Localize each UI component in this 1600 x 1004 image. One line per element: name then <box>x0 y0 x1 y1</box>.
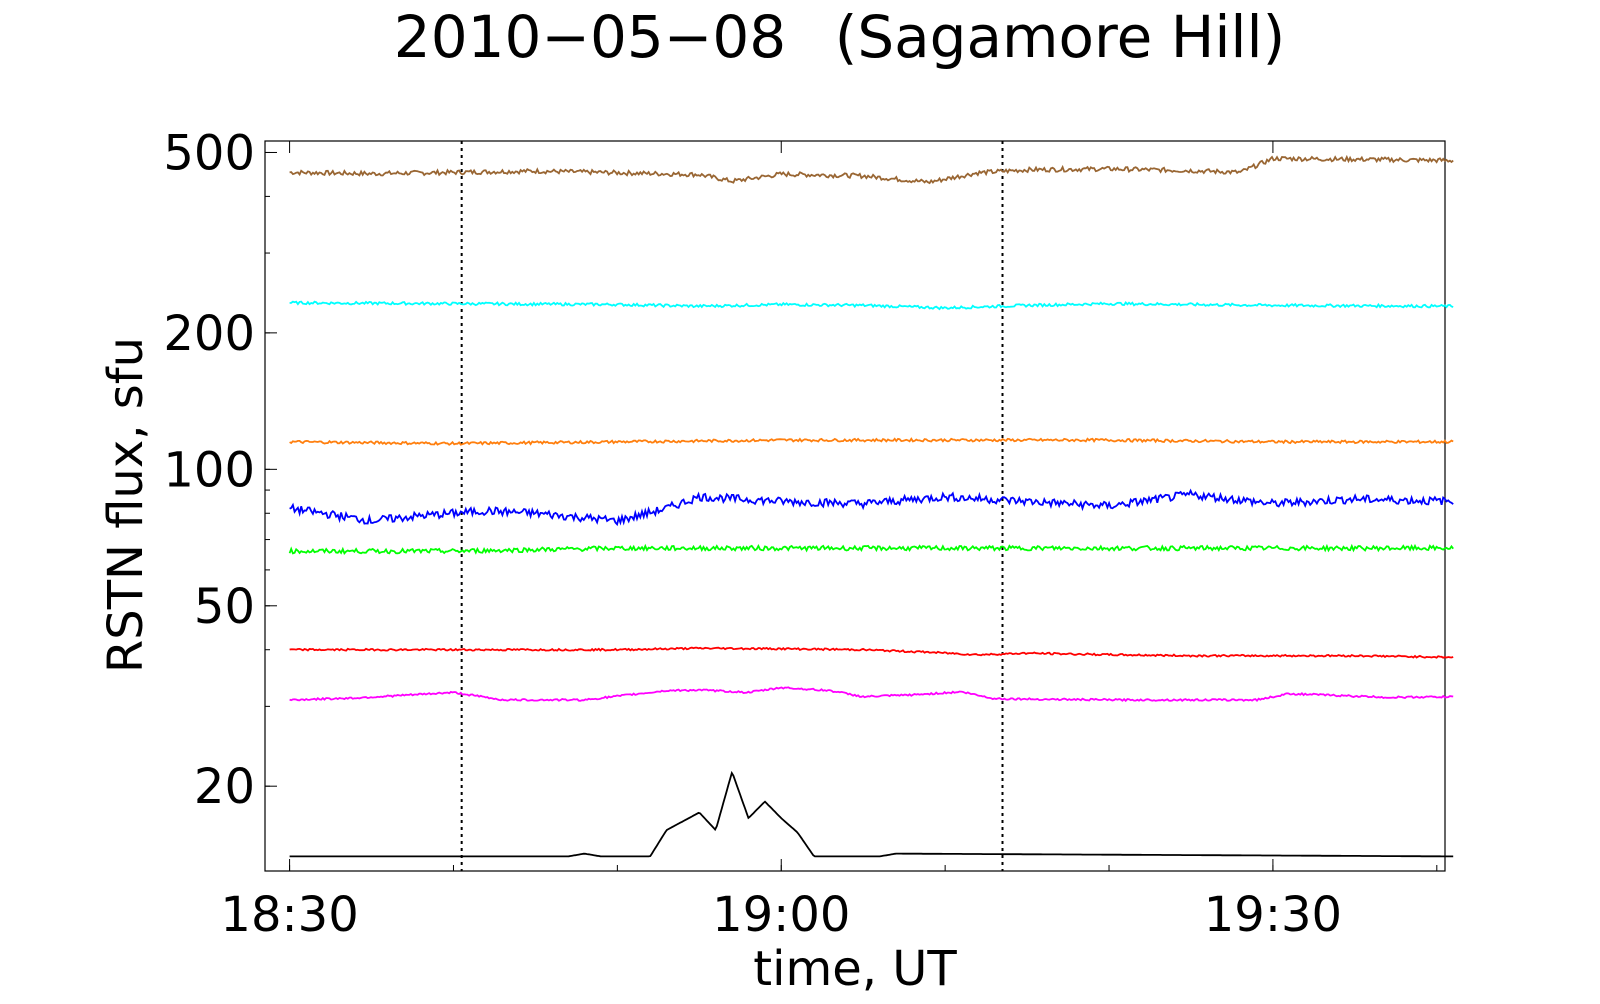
series-line-3 <box>289 488 1454 527</box>
vertical-markers <box>460 141 1004 871</box>
y-tick-label: 20 <box>194 759 255 815</box>
chart-title: 2010−05−08 <box>394 3 786 71</box>
x-axis-label: time, UT <box>753 941 957 997</box>
y-tick-label: 500 <box>163 125 255 181</box>
series-lines <box>288 154 1454 858</box>
y-tick-label: 200 <box>163 306 255 362</box>
chart-subtitle: (Sagamore Hill) <box>835 3 1286 71</box>
x-tick-label: 18:30 <box>220 887 358 943</box>
y-tick-label: 100 <box>163 442 255 498</box>
x-tick-label: 19:30 <box>1204 887 1342 943</box>
series-line-1 <box>289 300 1454 311</box>
series-line-4 <box>288 543 1454 555</box>
series-line-5 <box>289 646 1454 659</box>
series-line-2 <box>289 437 1454 446</box>
plot-frame <box>264 140 1446 872</box>
series-line-6 <box>289 686 1454 703</box>
series-line-7 <box>289 770 1454 858</box>
x-tick-label: 19:00 <box>712 887 850 943</box>
axis-ticks: 18:30 19:00 19:30 20 50 100 200 500 <box>163 125 1438 943</box>
y-axis-label: RSTN flux, sfu <box>98 337 154 673</box>
series-line-0 <box>289 154 1454 185</box>
y-tick-label: 50 <box>194 579 255 635</box>
